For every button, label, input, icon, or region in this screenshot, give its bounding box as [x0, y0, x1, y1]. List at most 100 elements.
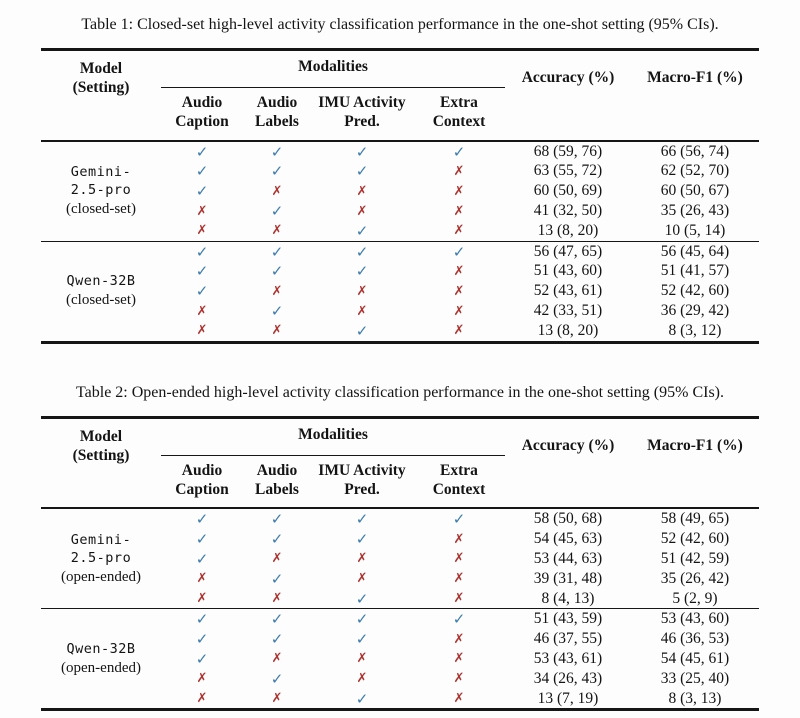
table-row: ✗ ✗ ✓ ✗ 13 (8, 20) 8 (3, 12)	[41, 321, 759, 342]
accuracy-value: 13 (7, 19)	[537, 689, 599, 707]
cross-icon: ✗	[196, 591, 208, 607]
cross-icon: ✗	[196, 691, 208, 707]
check-icon: ✓	[355, 162, 369, 181]
cross-icon: ✗	[453, 631, 465, 647]
check-icon: ✓	[195, 182, 209, 201]
check-icon: ✓	[161, 240, 243, 262]
check-icon: ✓	[270, 630, 284, 649]
check-icon: ✓	[270, 530, 284, 549]
accuracy-value: 41 (32, 50)	[533, 202, 603, 220]
table-2-caption: Table 2: Open-ended high-level activity …	[75, 383, 724, 401]
cross-icon: ✗	[271, 551, 283, 567]
model-name-line: Qwen-32B	[66, 640, 136, 657]
check-icon: ✓	[413, 608, 505, 630]
model-label: Gemini- 2.5-pro (closed-set)	[41, 139, 161, 242]
macro-f1-value: 58 (49, 65)	[631, 507, 759, 530]
accuracy-value: 8 (4, 13)	[541, 589, 595, 607]
table-1-body: Gemini- 2.5-pro (closed-set) ✓ ✓ ✓ ✓ 68 (59, 76…	[41, 139, 759, 343]
col-header-extra-context: Extra Context	[432, 461, 486, 499]
cross-icon: ✗	[196, 571, 208, 587]
accuracy-value: 53 (44, 63)	[533, 549, 603, 567]
cross-icon: ✗	[356, 283, 368, 299]
macro-f1-value: 52 (42, 60)	[660, 530, 730, 548]
macro-f1-value: 52 (42, 60)	[660, 282, 730, 300]
cross-icon: ✗	[453, 651, 465, 667]
model-label: Qwen-32B (open-ended)	[41, 608, 161, 710]
table-row: ✗ ✓ ✗ ✗ 41 (32, 50) 35 (26, 43)	[41, 201, 759, 221]
table-row: ✓ ✗ ✗ ✗ 53 (44, 63) 51 (42, 59)	[41, 549, 759, 569]
cross-icon: ✗	[453, 551, 465, 567]
cross-icon: ✗	[453, 163, 465, 179]
check-icon: ✓	[311, 608, 413, 630]
table-row: ✓ ✓ ✓ ✗ 63 (55, 72) 62 (52, 70)	[41, 162, 759, 182]
check-icon: ✓	[311, 507, 413, 530]
check-icon: ✓	[161, 608, 243, 630]
check-icon: ✓	[195, 530, 209, 549]
check-icon: ✓	[243, 139, 311, 162]
check-icon: ✓	[243, 608, 311, 630]
macro-f1-value: 56 (45, 64)	[631, 240, 759, 262]
check-icon: ✓	[355, 689, 369, 708]
check-icon: ✓	[243, 507, 311, 530]
check-icon: ✓	[270, 569, 284, 588]
accuracy-value: 51 (43, 59)	[505, 608, 631, 630]
table-row: Gemini- 2.5-pro (closed-set) ✓ ✓ ✓ ✓ 68 (59, 76…	[41, 139, 759, 242]
check-icon: ✓	[270, 669, 284, 688]
macro-f1-value: 8 (3, 13)	[668, 689, 722, 707]
cross-icon: ✗	[271, 283, 283, 299]
col-header-macro-f1: Macro-F1 (%)	[647, 69, 743, 86]
macro-f1-value: 33 (25, 40)	[660, 669, 730, 687]
check-icon: ✓	[311, 240, 413, 262]
macro-f1-value: 8 (3, 12)	[668, 321, 722, 339]
accuracy-value: 53 (43, 61)	[533, 649, 603, 667]
table-2-body: Gemini- 2.5-pro (open-ended) ✓ ✓ ✓ ✓ 58 (50, 68…	[41, 507, 759, 710]
model-name-line: 2.5-pro	[70, 549, 132, 566]
macro-f1-value: 53 (43, 60)	[631, 608, 759, 630]
table-row: ✗ ✓ ✗ ✗ 34 (26, 43) 33 (25, 40)	[41, 669, 759, 689]
model-header-line1: Model	[79, 427, 123, 445]
table-row: ✓ ✗ ✗ ✗ 53 (43, 61) 54 (45, 61)	[41, 649, 759, 669]
cross-icon: ✗	[453, 531, 465, 547]
check-icon: ✓	[195, 649, 209, 668]
cross-icon: ✗	[453, 223, 465, 239]
table-row: Qwen-32B (closed-set) ✓ ✓ ✓ ✓ 56 (47, 65) 56 (4…	[41, 240, 759, 343]
table-row: ✓ ✓ ✓ ✗ 54 (45, 63) 52 (42, 60)	[41, 529, 759, 549]
col-header-model: Model (Setting)	[41, 50, 161, 141]
macro-f1-value: 54 (45, 61)	[660, 649, 730, 667]
cross-icon: ✗	[453, 571, 465, 587]
table-row: ✗ ✗ ✓ ✗ 13 (8, 20) 10 (5, 14)	[41, 221, 759, 241]
accuracy-value: 54 (45, 63)	[533, 530, 603, 548]
cross-icon: ✗	[453, 203, 465, 219]
macro-f1-value: 5 (2, 9)	[672, 589, 718, 607]
accuracy-value: 34 (26, 43)	[533, 669, 603, 687]
macro-f1-value: 46 (36, 53)	[660, 630, 730, 648]
col-header-accuracy: Accuracy (%)	[521, 69, 615, 86]
cross-icon: ✗	[356, 571, 368, 587]
macro-f1-value: 51 (42, 59)	[660, 549, 730, 567]
model-name-line: Gemini-	[70, 531, 132, 548]
table-1: Model (Setting) Modalities Accuracy (%) …	[41, 48, 759, 344]
cross-icon: ✗	[453, 691, 465, 707]
model-setting-label: (closed-set)	[66, 201, 136, 218]
table-row: ✗ ✗ ✓ ✗ 8 (4, 13) 5 (2, 9)	[41, 589, 759, 609]
cross-icon: ✗	[356, 651, 368, 667]
accuracy-value: 13 (8, 20)	[537, 321, 599, 339]
cross-icon: ✗	[356, 203, 368, 219]
cross-icon: ✗	[453, 263, 465, 279]
col-header-extra-context: Extra Context	[432, 94, 486, 131]
check-icon: ✓	[195, 162, 209, 181]
cross-icon: ✗	[271, 651, 283, 667]
model-header-line1: Model	[79, 60, 123, 77]
check-icon: ✓	[195, 282, 209, 301]
check-icon: ✓	[270, 202, 284, 221]
check-icon: ✓	[413, 240, 505, 262]
accuracy-value: 60 (50, 69)	[533, 182, 603, 200]
cross-icon: ✗	[453, 591, 465, 607]
table-row: ✓ ✓ ✓ ✗ 51 (43, 60) 51 (41, 57)	[41, 262, 759, 282]
model-setting-label: (open-ended)	[61, 659, 141, 676]
check-icon: ✓	[355, 630, 369, 649]
model-setting-label: (closed-set)	[66, 292, 136, 309]
macro-f1-value: 35 (26, 42)	[660, 569, 730, 587]
check-icon: ✓	[195, 630, 209, 649]
